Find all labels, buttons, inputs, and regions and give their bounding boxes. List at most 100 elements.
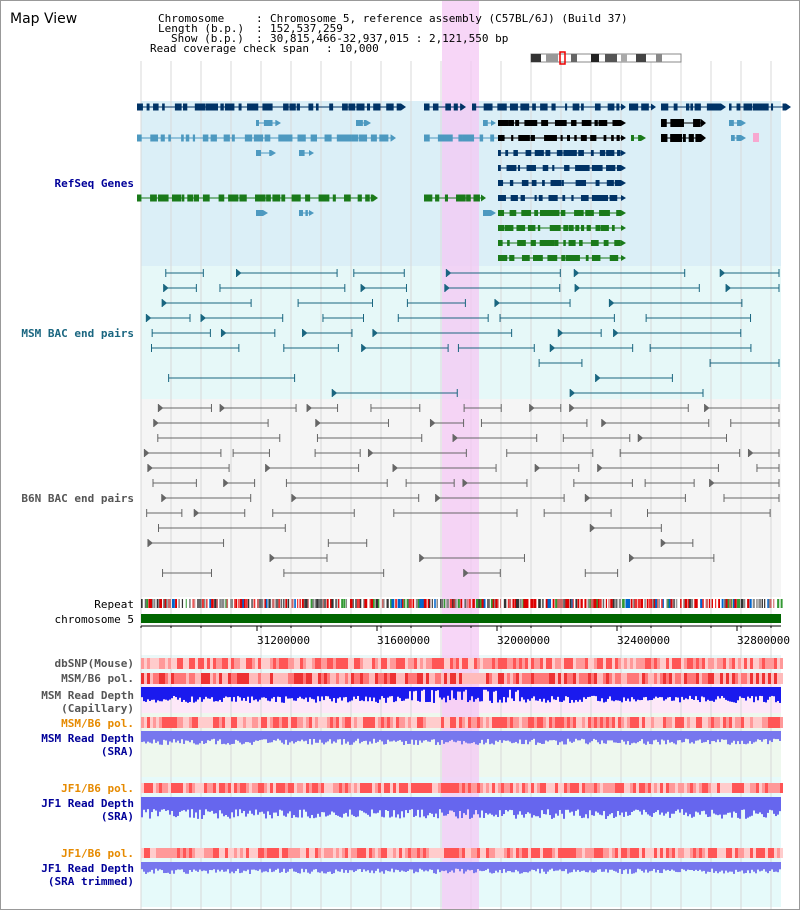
heat-cell — [285, 848, 288, 858]
gene-exon — [253, 134, 264, 142]
track-label-jf1-read-depth[interactable]: JF1 Read Depth (SRA) — [41, 797, 134, 823]
depth-bar — [545, 731, 547, 741]
heat-cell — [651, 717, 654, 728]
heat-cell — [648, 673, 651, 684]
heat-cell — [594, 658, 597, 669]
depth-bar — [331, 862, 333, 874]
heat-cell — [522, 783, 525, 793]
gene-exon — [616, 210, 621, 216]
track-label-jf1-read-depth-trimmed[interactable]: JF1 Read Depth (SRA trimmed) — [41, 862, 134, 888]
gene-exon — [498, 135, 505, 141]
gene-exon — [510, 195, 518, 201]
depth-bar — [661, 862, 663, 874]
depth-bar — [657, 797, 659, 811]
depth-bar — [259, 687, 261, 700]
depth-bar — [637, 797, 639, 810]
depth-bar — [577, 797, 579, 810]
heat-cell — [387, 783, 390, 793]
heat-cell — [270, 783, 273, 793]
heat-cell — [771, 658, 774, 669]
depth-bar — [463, 862, 465, 874]
depth-bar — [661, 687, 663, 698]
gene-exon — [617, 150, 621, 156]
depth-bar — [691, 687, 693, 700]
depth-bar — [313, 797, 315, 819]
heat-cell — [342, 848, 345, 858]
gene-exon — [590, 150, 594, 156]
depth-bar — [325, 862, 327, 874]
depth-bar — [253, 687, 255, 701]
gene-exon — [473, 194, 480, 202]
track-label-jf1-b6-pol-2[interactable]: JF1/B6 pol. — [61, 847, 134, 860]
heat-cell — [471, 658, 474, 669]
depth-bar — [713, 687, 715, 702]
heat-cell — [225, 848, 228, 858]
repeat-mark — [194, 599, 196, 608]
heat-cell — [567, 848, 570, 858]
depth-bar — [623, 797, 625, 817]
heat-cell — [561, 658, 564, 669]
depth-bar — [649, 731, 651, 745]
depth-bar — [663, 862, 665, 870]
depth-bar — [447, 687, 449, 696]
ideogram-band — [636, 54, 646, 62]
depth-bar — [197, 797, 199, 819]
depth-bar — [767, 862, 769, 874]
repeat-mark — [549, 599, 552, 608]
track-label-msm-read-depth-capillary[interactable]: MSM Read Depth (Capillary) — [41, 689, 134, 715]
depth-bar — [681, 687, 683, 697]
depth-bar — [153, 731, 155, 740]
gene-exon — [181, 134, 184, 142]
track-label-msm-b6-pol-2[interactable]: MSM/B6 pol. — [61, 717, 134, 730]
track-label-dbsnp[interactable]: dbSNP(Mouse) — [54, 657, 134, 670]
depth-bar — [299, 862, 301, 874]
heat-cell — [711, 717, 714, 728]
track-label-repeat[interactable]: Repeat — [94, 598, 134, 611]
track-label-b6n-bac[interactable]: B6N BAC end pairs — [21, 492, 134, 505]
depth-bar — [485, 731, 487, 743]
depth-bar — [295, 687, 297, 701]
heat-cell — [330, 783, 333, 793]
depth-bar — [257, 797, 259, 815]
depth-bar — [329, 731, 331, 740]
depth-bar — [195, 687, 197, 702]
track-label-msm-b6-pol-1[interactable]: MSM/B6 pol. — [61, 672, 134, 685]
gene-exon — [553, 195, 558, 201]
depth-bar — [671, 862, 673, 870]
heat-cell — [147, 783, 150, 793]
repeat-mark — [683, 599, 685, 608]
heat-cell — [600, 783, 603, 793]
gene-exon — [506, 165, 515, 171]
depth-bar — [505, 797, 507, 810]
heat-cell — [174, 848, 177, 858]
gene-exon — [171, 194, 182, 202]
gene-exon — [682, 134, 686, 142]
track-label-msm-read-depth-sra[interactable]: MSM Read Depth (SRA) — [41, 732, 134, 758]
depth-bar — [593, 687, 595, 696]
depth-bar — [381, 731, 383, 742]
depth-bar — [347, 687, 349, 703]
track-label-jf1-b6-pol-1[interactable]: JF1/B6 pol. — [61, 782, 134, 795]
repeat-mark — [345, 599, 348, 608]
gene-exon — [356, 103, 365, 111]
gene-exon — [555, 180, 562, 186]
depth-bar — [191, 731, 193, 741]
repeat-mark — [366, 599, 368, 608]
depth-bar — [433, 731, 435, 740]
heat-cell — [720, 673, 723, 684]
gene-exon — [600, 225, 609, 231]
depth-bar — [159, 731, 161, 745]
heat-cell — [732, 848, 735, 858]
depth-bar — [723, 797, 725, 815]
depth-bar — [193, 687, 195, 703]
depth-bar — [283, 731, 285, 745]
heat-cell — [261, 717, 264, 728]
depth-bar — [263, 797, 265, 814]
depth-bar — [365, 862, 367, 872]
depth-bar — [159, 862, 161, 870]
track-label-msm-bac[interactable]: MSM BAC end pairs — [21, 327, 134, 340]
track-label-chromosome[interactable]: chromosome 5 — [54, 613, 134, 626]
track-label-refseq-genes[interactable]: RefSeq Genes — [54, 177, 134, 190]
depth-bar — [723, 862, 725, 874]
